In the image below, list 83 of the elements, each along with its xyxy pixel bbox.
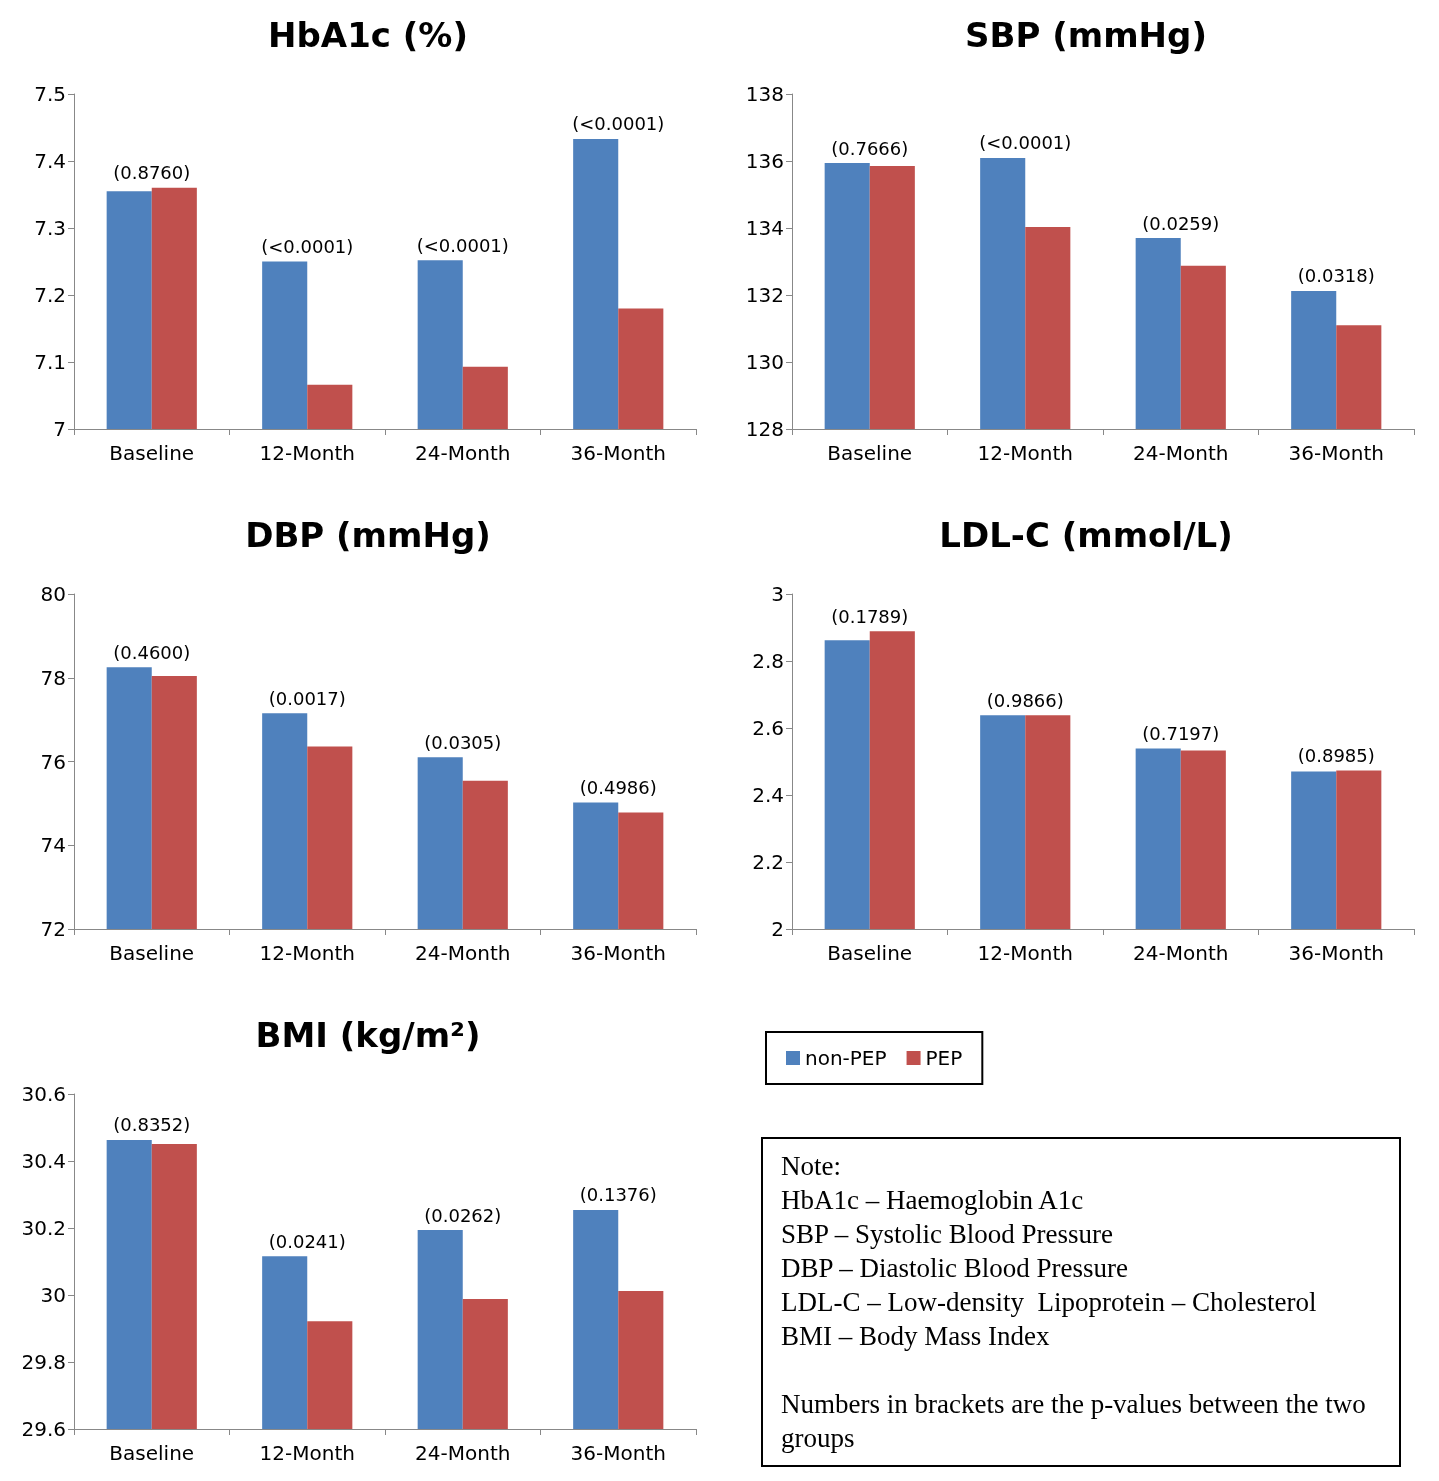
annotation: (0.4600) [113, 641, 191, 663]
y-tick-label: 128 [745, 417, 784, 441]
y-tick-label: 30.6 [21, 1082, 66, 1106]
x-tick-label: 24-Month [415, 1441, 511, 1465]
y-tick-label: 30 [40, 1283, 66, 1307]
y-tick-label: 136 [745, 149, 784, 173]
annotation: (<0.0001) [416, 234, 509, 256]
annotation: (0.4986) [579, 777, 657, 799]
chart-title: SBP (mmHg) [965, 15, 1207, 55]
y-tick-label: 132 [745, 283, 784, 307]
y-tick-label: 3 [771, 582, 784, 606]
text: BMI – Body Mass Index [781, 1320, 1051, 1353]
text: Note: [781, 1150, 842, 1183]
x-tick-label: Baseline [109, 441, 195, 465]
y-tick-label: 74 [40, 833, 66, 858]
y-tick-label: 78 [40, 665, 66, 690]
x-tick-label: 36-Month [1288, 441, 1384, 465]
annotation: (0.0017) [268, 687, 346, 709]
annotation: (0.8352) [113, 1114, 191, 1136]
x-tick-label: 24-Month [415, 941, 511, 965]
x-tick-label: 24-Month [1133, 941, 1229, 965]
text: DBP – Diastolic Blood Pressure [781, 1252, 1129, 1285]
y-tick-label: 7.5 [34, 82, 66, 106]
x-tick-label: 36-Month [570, 441, 666, 465]
x-tick-label: Baseline [827, 441, 913, 465]
y-tick-label: 76 [40, 749, 66, 774]
annotation: (0.0259) [1142, 212, 1220, 234]
y-tick-label: 7 [53, 417, 66, 441]
text: SBP – Systolic Blood Pressure [781, 1218, 1115, 1251]
text: HbA1c – Haemoglobin A1c [781, 1184, 1085, 1217]
annotation: (<0.0001) [979, 132, 1072, 154]
x-tick-label: 36-Month [1288, 941, 1384, 965]
x-tick-label: 12-Month [259, 941, 355, 965]
x-tick-label: 12-Month [977, 441, 1073, 465]
annotation: (0.9866) [986, 689, 1064, 711]
annotation: (0.0262) [424, 1204, 502, 1226]
x-tick-label: 36-Month [570, 1441, 666, 1465]
annotation: (0.7197) [1142, 722, 1220, 744]
y-tick-label: 30.2 [21, 1216, 66, 1240]
text: LDL-C – Low-density Lipoprotein – Cholesterol [781, 1286, 1318, 1319]
annotation: (0.0318) [1297, 265, 1375, 287]
annotation: (0.1376) [579, 1184, 657, 1206]
chart-title: DBP (mmHg) [245, 515, 491, 555]
y-tick-label: 2.4 [752, 783, 784, 807]
x-tick-label: Baseline [827, 941, 913, 965]
x-tick-label: 24-Month [415, 441, 511, 465]
y-tick-label: 2 [771, 917, 784, 941]
y-tick-label: 2.6 [752, 716, 784, 740]
text: Numbers in brackets are the p-values between the two groups [781, 1388, 1367, 1455]
annotation: (0.1789) [831, 605, 909, 627]
y-tick-label: 7.1 [34, 350, 66, 374]
annotation: (0.7666) [831, 137, 909, 159]
y-tick-label: 72 [40, 917, 66, 941]
y-tick-label: 80 [40, 582, 66, 606]
y-tick-label: 138 [745, 82, 784, 106]
y-tick-label: 7.3 [34, 216, 66, 240]
x-tick-label: Baseline [109, 1441, 195, 1465]
annotation: (<0.0001) [572, 113, 665, 135]
annotation: (0.0305) [424, 731, 502, 753]
x-tick-label: 12-Month [259, 441, 355, 465]
annotation: (0.8760) [113, 162, 191, 184]
annotation: (0.0241) [268, 1230, 346, 1252]
x-tick-label: 12-Month [259, 1441, 355, 1465]
y-tick-label: 2.8 [752, 649, 784, 673]
y-tick-label: 2.2 [752, 850, 784, 874]
y-tick-label: 130 [745, 350, 784, 374]
legend-label: non-PEP [805, 1046, 887, 1070]
y-tick-label: 7.2 [34, 283, 66, 307]
y-tick-label: 29.6 [21, 1417, 66, 1441]
x-tick-label: Baseline [109, 941, 195, 965]
x-tick-label: 24-Month [1133, 441, 1229, 465]
x-tick-label: 36-Month [570, 941, 666, 965]
y-tick-label: 30.4 [21, 1149, 66, 1173]
y-tick-label: 134 [745, 216, 784, 240]
y-tick-label: 7.4 [34, 149, 66, 173]
x-tick-label: 12-Month [977, 941, 1073, 965]
y-tick-label: 29.8 [21, 1350, 66, 1374]
chart-title: BMI (kg/m²) [255, 1015, 481, 1055]
chart-title: LDL-C (mmol/L) [939, 515, 1233, 555]
annotation: (<0.0001) [261, 236, 354, 257]
legend-label: PEP [925, 1046, 963, 1070]
chart-title: HbA1c (%) [268, 15, 468, 55]
annotation: (0.8985) [1297, 745, 1375, 767]
